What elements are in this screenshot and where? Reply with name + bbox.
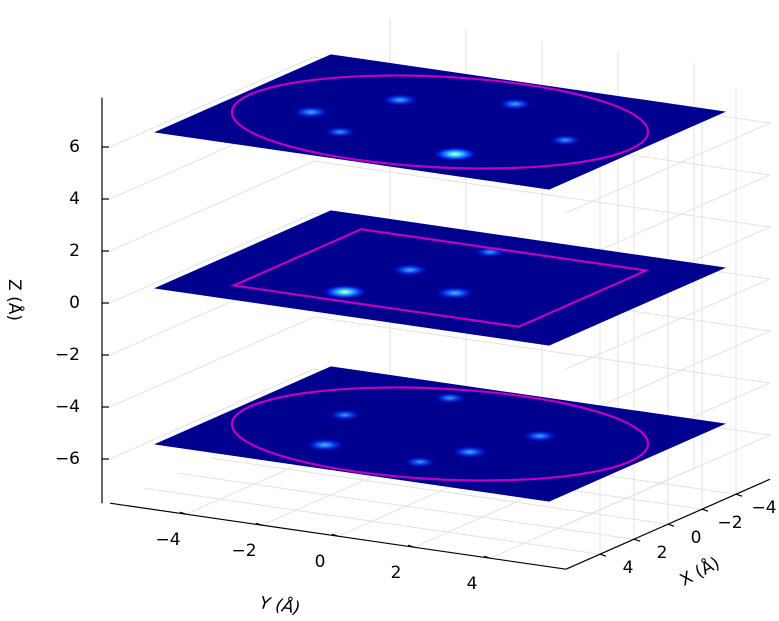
hotspot <box>305 438 345 452</box>
z-tick-label: 4 <box>69 189 80 209</box>
x-tick <box>667 523 675 527</box>
hotspot <box>322 284 367 299</box>
plane <box>154 54 726 190</box>
x-tick-label: 4 <box>623 558 634 578</box>
outline-circle <box>230 386 650 482</box>
y-tick <box>255 522 263 526</box>
outline-square <box>229 228 651 328</box>
x-tick <box>735 493 743 497</box>
grid-line <box>143 487 601 555</box>
plane <box>154 210 726 346</box>
z-tick-label: −4 <box>55 397 80 417</box>
hotspot <box>497 98 533 110</box>
grid-line <box>565 278 771 370</box>
hotspot <box>435 286 475 300</box>
y-tick-label: −4 <box>155 530 180 550</box>
y-tick-label: 0 <box>315 552 326 572</box>
x-tick-label: 2 <box>657 543 668 563</box>
hotspot <box>451 445 489 459</box>
x-tick-label: −2 <box>717 513 742 533</box>
x-tick <box>701 508 709 512</box>
grid-line <box>109 56 315 148</box>
x-tick-label: 0 <box>691 528 702 548</box>
hotspot <box>433 392 466 404</box>
grid-line <box>565 434 771 526</box>
x-tick <box>633 538 641 542</box>
x-tick-label: −4 <box>751 498 776 518</box>
z-tick-label: 2 <box>69 241 80 261</box>
hotspot <box>403 456 436 468</box>
grid-line <box>109 212 315 304</box>
z-tick-label: −6 <box>55 449 80 469</box>
outline-circle <box>230 74 650 170</box>
z-tick-label: 6 <box>69 137 80 157</box>
grid-line <box>109 316 315 408</box>
hotspot <box>328 409 361 421</box>
grid-line <box>313 316 771 384</box>
x-tick <box>599 553 607 557</box>
y-axis-label: Y (Å) <box>258 591 301 618</box>
x-axis-label: X (Å) <box>676 552 723 591</box>
grid-line <box>313 160 771 228</box>
z-axis-label: Z (Å) <box>4 279 26 321</box>
z-tick-label: 0 <box>69 293 80 313</box>
y-tick <box>407 544 415 548</box>
hotspot <box>324 126 357 138</box>
y-tick-label: −2 <box>231 541 256 561</box>
y-tick <box>331 533 339 537</box>
plane <box>154 366 726 502</box>
hotspot <box>549 134 582 146</box>
grid-line <box>109 368 315 460</box>
y-tick-label: 2 <box>391 563 402 583</box>
y-tick-label: 4 <box>467 574 478 594</box>
hotspot <box>381 93 419 107</box>
hotspot <box>433 147 478 162</box>
grid-line <box>565 122 771 214</box>
y-tick <box>483 555 491 559</box>
z-tick-label: −2 <box>55 345 80 365</box>
grid-line <box>109 160 315 252</box>
grid-line <box>177 472 635 540</box>
hotspot <box>292 106 330 119</box>
y-tick <box>179 511 187 515</box>
hotspot <box>391 263 429 277</box>
hotspot <box>522 430 558 442</box>
